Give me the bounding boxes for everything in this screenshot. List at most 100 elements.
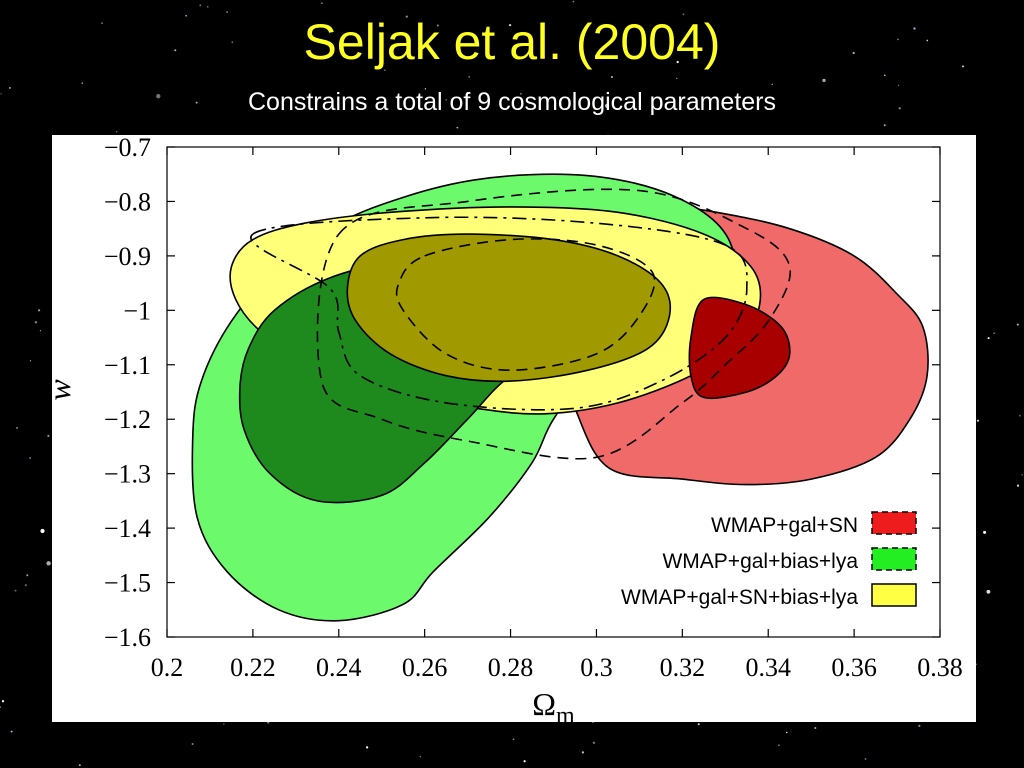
star (445, 99, 447, 101)
star (1021, 474, 1023, 476)
legend-swatch (871, 511, 917, 535)
star (778, 744, 780, 746)
x-tick-label: 0.3 (580, 653, 613, 682)
overlay-curve-0 (316, 188, 792, 460)
star (581, 751, 585, 754)
star (223, 723, 225, 725)
star (34, 321, 38, 324)
y-tick-label: −0.7 (104, 135, 151, 162)
star (468, 76, 470, 78)
star (156, 94, 161, 99)
star (898, 107, 901, 110)
overlay-layer (250, 188, 792, 460)
star (852, 51, 855, 55)
star (29, 457, 31, 459)
star (10, 730, 13, 733)
slide-title: Seljak et al. (2004) (303, 14, 721, 70)
star (116, 131, 118, 133)
star (642, 39, 644, 42)
star (508, 23, 512, 27)
star (961, 65, 965, 68)
star (207, 6, 209, 8)
star (231, 41, 233, 43)
star (592, 741, 596, 744)
x-tick-label: 0.22 (230, 653, 276, 682)
star (605, 103, 610, 108)
star (78, 764, 81, 767)
plot-panel: 0.2 0.22 0.24 0.26 0.28 0.3 0.32 0.34 0.36 0.38 −0… (52, 135, 976, 722)
star (883, 74, 886, 77)
x-tick-label: 0.2 (151, 653, 184, 682)
x-axis-label-subscript: m (556, 703, 575, 722)
star (610, 76, 613, 78)
y-axis-label: w (52, 379, 77, 401)
legend-label: WMAP+gal+SN (711, 514, 858, 537)
star (16, 427, 18, 429)
star (29, 360, 32, 362)
y-tick-label: −1.3 (104, 460, 151, 489)
star (918, 724, 921, 728)
star (986, 589, 991, 594)
star (419, 756, 421, 758)
star (822, 78, 826, 83)
star (864, 758, 867, 760)
y-tick-label: −1.6 (104, 623, 151, 652)
star (993, 332, 995, 334)
star (38, 309, 41, 312)
star (39, 330, 42, 332)
star (771, 83, 773, 86)
star (174, 49, 177, 52)
x-tick-label: 0.28 (488, 653, 534, 682)
legend: WMAP+gal+SN WMAP+gal+bias+lya WMAP+gal+SN+… (621, 511, 917, 609)
star (456, 126, 459, 129)
star (814, 726, 817, 730)
star (384, 69, 386, 72)
x-tick-label: 0.24 (316, 653, 362, 682)
star (424, 88, 427, 90)
star (81, 82, 83, 84)
star (697, 723, 700, 726)
star (675, 77, 678, 80)
star (1, 700, 5, 703)
star (1018, 414, 1021, 417)
star (199, 4, 202, 7)
x-tick-label: 0.26 (402, 653, 448, 682)
star (47, 434, 50, 437)
star (0, 93, 2, 95)
x-tick-label: 0.32 (660, 653, 706, 682)
y-tick-label: −1.4 (104, 514, 151, 543)
star (0, 706, 1, 708)
y-tick-label: −1 (123, 296, 151, 325)
y-tick-label: −1.2 (104, 405, 151, 434)
star (987, 337, 990, 340)
star (512, 738, 515, 741)
star (185, 14, 188, 17)
star (572, 0, 575, 3)
legend-label: WMAP+gal+SN+bias+lya (621, 586, 858, 609)
legend-label: WMAP+gal+bias+lya (662, 550, 858, 573)
star (8, 86, 11, 89)
star (883, 124, 886, 127)
y-tick-label: −0.8 (104, 187, 151, 216)
star (195, 101, 198, 104)
star (101, 22, 104, 25)
star (682, 13, 685, 16)
contour-layer (191, 173, 929, 622)
x-axis-label: Ωm (532, 686, 575, 722)
star (1016, 484, 1020, 487)
star (321, 2, 323, 5)
star (897, 38, 899, 41)
star (976, 419, 980, 422)
overlay-curve-2 (395, 238, 656, 372)
star (897, 84, 900, 86)
legend-swatch (871, 547, 917, 571)
tick-layer: 0.2 0.22 0.24 0.26 0.28 0.3 0.32 0.34 0.36 0.38 −0… (104, 135, 963, 682)
star (926, 39, 929, 42)
star (983, 530, 987, 534)
star (191, 742, 194, 746)
x-tick-label: 0.38 (917, 653, 963, 682)
star (786, 731, 788, 734)
x-tick-label: 0.34 (745, 653, 791, 682)
star (405, 15, 408, 18)
star (436, 24, 439, 27)
